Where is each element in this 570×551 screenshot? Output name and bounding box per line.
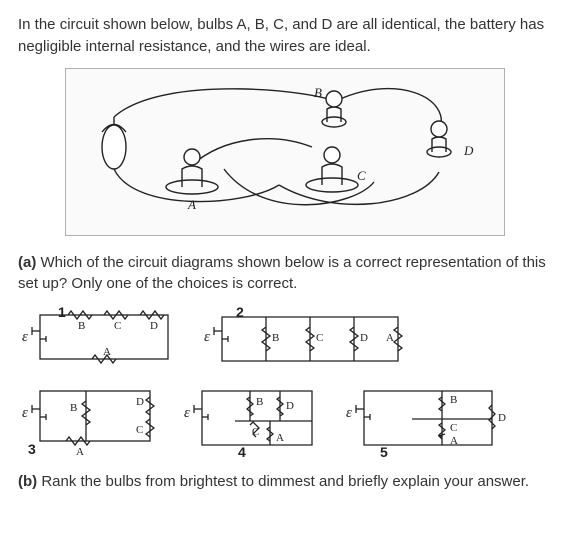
svg-text:2: 2 [236, 305, 244, 320]
svg-text:A: A [450, 435, 458, 447]
svg-text:D: D [360, 332, 368, 344]
svg-text:5: 5 [380, 444, 388, 459]
svg-text:ε: ε [22, 329, 28, 345]
svg-text:C: C [252, 426, 259, 438]
svg-text:3: 3 [28, 441, 36, 457]
part-a: (a) Which of the circuit diagrams shown … [18, 252, 552, 296]
circuit-diagrams: 1 B C D A ε [18, 305, 552, 459]
svg-text:D: D [136, 396, 144, 408]
svg-text:ε: ε [22, 405, 28, 421]
diagram-5: B C D A ε 5 [342, 381, 512, 459]
svg-text:D: D [150, 320, 158, 332]
svg-text:D: D [286, 400, 294, 412]
fig-label-a: A [187, 197, 196, 212]
svg-text:C: C [136, 424, 143, 436]
svg-text:ε: ε [184, 405, 190, 421]
svg-text:C: C [450, 422, 457, 434]
svg-text:A: A [76, 446, 84, 458]
svg-text:B: B [78, 320, 85, 332]
svg-text:B: B [70, 402, 77, 414]
part-a-text: Which of the circuit diagrams shown belo… [18, 254, 546, 293]
svg-text:D: D [498, 412, 506, 424]
fig-label-b: B [314, 85, 322, 100]
svg-text:C: C [114, 320, 121, 332]
diagram-4: B D C A ε 4 [180, 381, 330, 459]
circuit-figure: A B C D [65, 68, 505, 236]
diagram-1: 1 B C D A ε [18, 305, 188, 375]
svg-text:B: B [450, 394, 457, 406]
diagram-2: 2 B C D A ε [200, 305, 410, 375]
part-b: (b) Rank the bulbs from brightest to dim… [18, 471, 552, 493]
svg-text:B: B [256, 396, 263, 408]
svg-text:A: A [103, 346, 111, 358]
fig-label-c: C [357, 168, 366, 183]
svg-text:A: A [276, 432, 284, 444]
svg-text:ε: ε [346, 405, 352, 421]
svg-text:B: B [272, 332, 279, 344]
part-b-prefix: (b) [18, 473, 37, 490]
fig-label-d: D [463, 143, 474, 158]
part-a-prefix: (a) [18, 254, 36, 271]
svg-text:A: A [386, 332, 394, 344]
intro-text: In the circuit shown below, bulbs A, B, … [18, 14, 552, 58]
svg-text:1: 1 [58, 305, 66, 320]
diagram-3: B D C A ε 3 [18, 381, 168, 459]
part-b-text: Rank the bulbs from brightest to dimmest… [41, 473, 529, 490]
svg-text:C: C [316, 332, 323, 344]
svg-text:4: 4 [238, 444, 246, 459]
svg-text:ε: ε [204, 329, 210, 345]
